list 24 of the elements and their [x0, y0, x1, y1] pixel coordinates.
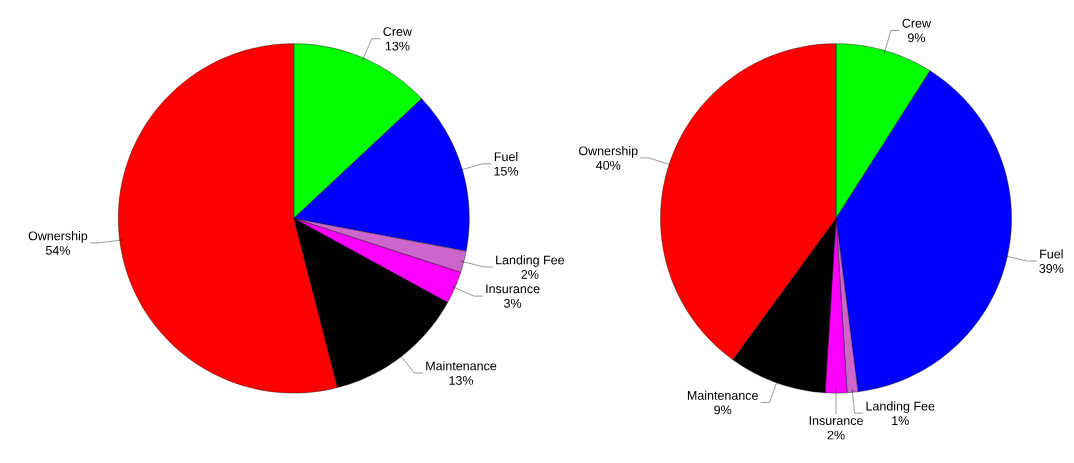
data-label: 2% [827, 430, 845, 440]
slice-label: Maintenance [687, 390, 758, 400]
slice-label: Ownership [28, 231, 88, 243]
slice-label: Fuel [494, 151, 518, 162]
data-label: 9% [714, 405, 732, 415]
slice-label: Ownership [578, 146, 638, 158]
slice-label: Insurance [809, 416, 863, 425]
data-label: 13% [385, 41, 410, 51]
data-label: 9% [907, 33, 926, 43]
data-label: 3% [504, 298, 522, 308]
slice-label: Insurance [486, 284, 540, 294]
data-label: 40% [596, 160, 621, 170]
data-label: 13% [449, 376, 474, 385]
data-label: 15% [494, 166, 519, 176]
data-label: 1% [892, 416, 909, 426]
slice-label: Landing Fee [496, 255, 565, 267]
data-label: 2% [521, 270, 539, 279]
slice-label: Maintenance [426, 361, 497, 371]
data-label: 39% [1039, 264, 1064, 273]
slice-label: Landing Fee [866, 401, 935, 414]
slice-label: Crew [383, 27, 413, 36]
slice-label: Fuel [1040, 249, 1063, 259]
data-label: 54% [45, 245, 70, 255]
slice-label: Crew [902, 18, 932, 28]
